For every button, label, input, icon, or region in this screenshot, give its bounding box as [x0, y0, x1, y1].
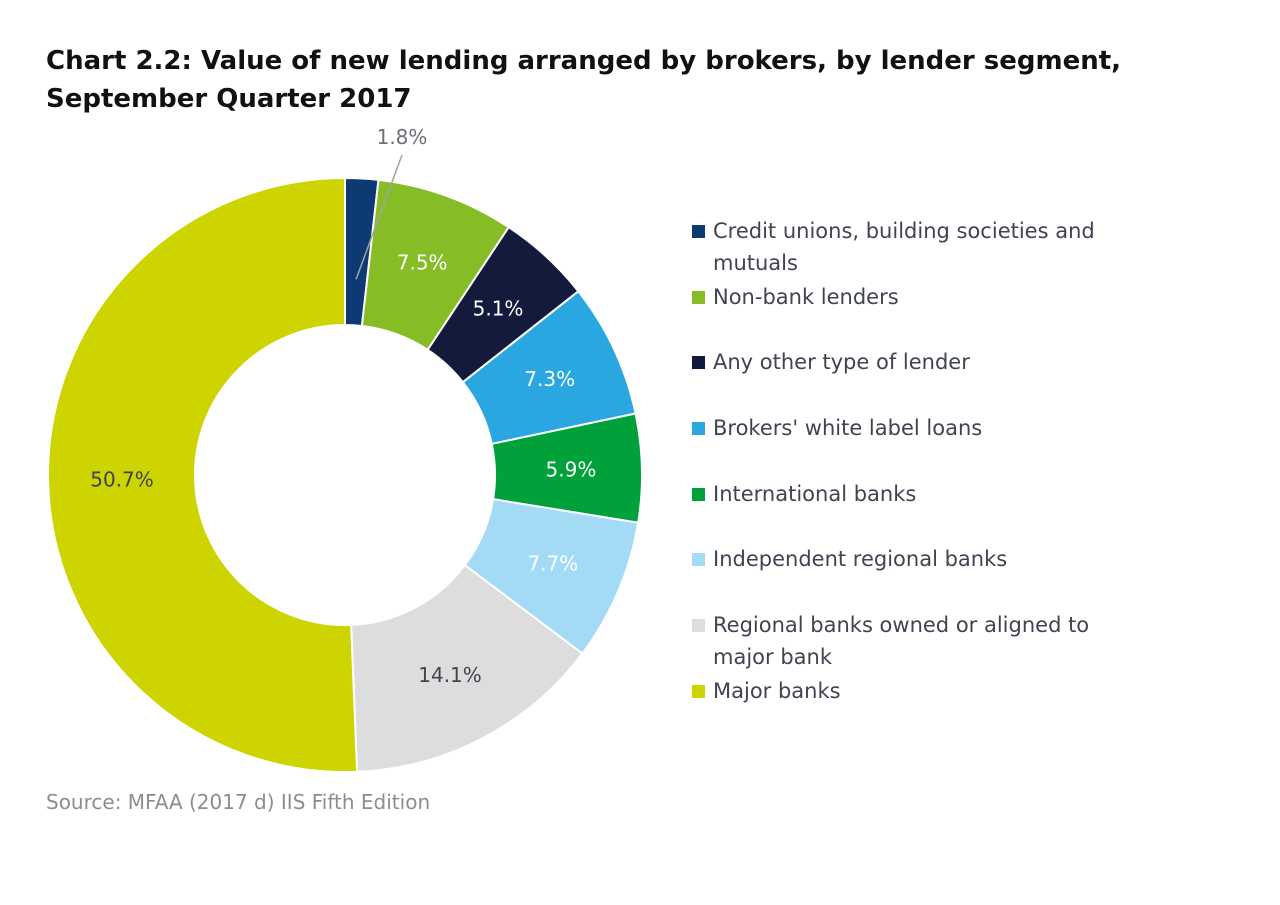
legend-swatch	[692, 291, 705, 304]
legend-item-brokers-white-label-loans: Brokers' white label loans	[692, 412, 1122, 444]
slice-value-label: 5.1%	[473, 297, 524, 321]
legend-item-major-banks: Major banks	[692, 675, 1122, 707]
legend-swatch	[692, 488, 705, 501]
chart-legend: Credit unions, building societies and mu…	[692, 0, 1122, 905]
slice-value-label: 14.1%	[418, 663, 482, 687]
legend-label: Brokers' white label loans	[713, 416, 983, 440]
legend-label: Non-bank lenders	[713, 285, 899, 309]
legend-swatch	[692, 685, 705, 698]
legend-item-credit-unions-building-societies-and-mutuals: Credit unions, building societies and mu…	[692, 215, 1122, 279]
slice-value-label: 50.7%	[90, 468, 154, 492]
legend-swatch	[692, 356, 705, 369]
slice-value-label: 1.8%	[377, 125, 428, 149]
chart-title: Chart 2.2: Value of new lending arranged…	[46, 46, 1122, 114]
slice-value-label: 7.7%	[527, 552, 578, 576]
slice-leader-line	[355, 154, 403, 280]
legend-label: Independent regional banks	[713, 547, 1008, 571]
legend-item-regional-banks-owned-or-aligned-to-major-bank: Regional banks owned or aligned to major…	[692, 609, 1122, 673]
slice-value-label: 7.5%	[397, 251, 448, 275]
slice-value-label: 5.9%	[546, 458, 597, 482]
legend-swatch	[692, 619, 705, 632]
slice-value-label: 7.3%	[524, 367, 575, 391]
legend-item-international-banks: International banks	[692, 478, 1122, 510]
slice-labels: 1.8% 7.5% 5.1% 7.3% 5.9% 7.7% 14.1% 50.7%	[90, 125, 596, 687]
legend-label: Major banks	[713, 679, 841, 703]
legend-swatch	[692, 422, 705, 435]
legend-item-independent-regional-banks: Independent regional banks	[692, 543, 1122, 575]
legend-swatch	[692, 225, 705, 238]
legend-label: International banks	[713, 482, 917, 506]
legend-item-non-bank-lenders: Non-bank lenders	[692, 281, 1122, 313]
source-note: Source: MFAA (2017 d) IIS Fifth Edition	[46, 790, 431, 814]
donut-slice-regional-banks-owned-or-aligned-to-major-bank	[350, 563, 584, 773]
donut-slice-major-banks	[47, 176, 359, 773]
donut-slices	[47, 176, 643, 773]
legend-label: Credit unions, building societies and mu…	[713, 219, 1095, 275]
legend-swatch	[692, 553, 705, 566]
legend-label: Any other type of lender	[713, 350, 970, 374]
legend-label: Regional banks owned or aligned to major…	[713, 613, 1090, 669]
legend-item-any-other-type-of-lender: Any other type of lender	[692, 346, 1122, 378]
